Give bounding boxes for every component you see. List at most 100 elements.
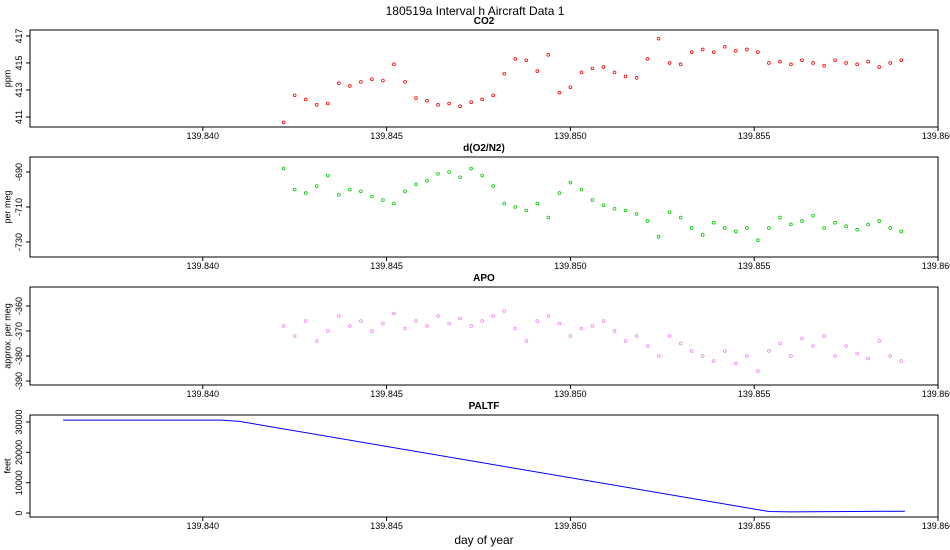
data-point	[579, 326, 584, 331]
x-tick-label: 139.860	[922, 261, 950, 271]
data-point	[281, 120, 286, 125]
panel-title: PALTF	[469, 401, 500, 412]
data-point	[535, 69, 540, 73]
y-axis-label: feet	[2, 458, 12, 474]
data-point	[568, 85, 573, 90]
data-point	[491, 314, 495, 318]
y-tick-label: 417	[14, 28, 24, 43]
y-tick-label: 0	[14, 511, 24, 516]
data-point	[546, 53, 551, 57]
y-tick-label: 411	[14, 110, 24, 124]
data-point	[325, 329, 330, 333]
data-point	[833, 58, 837, 63]
data-point	[855, 62, 859, 67]
data-point	[502, 201, 507, 206]
data-point	[314, 184, 319, 188]
x-tick-label: 139.850	[554, 131, 587, 141]
data-point	[535, 201, 540, 206]
plot-frame	[29, 156, 939, 258]
panel-title: d(O2/N2)	[463, 143, 505, 154]
data-point	[491, 184, 495, 188]
data-point	[756, 50, 760, 54]
data-point	[711, 50, 716, 54]
data-point	[348, 84, 352, 88]
y-axis-label: per meg	[2, 190, 12, 223]
data-point	[833, 354, 837, 358]
x-tick-label: 139.850	[554, 389, 587, 399]
data-point	[789, 222, 793, 227]
data-point	[292, 187, 297, 192]
data-point	[535, 319, 540, 323]
data-point	[756, 369, 760, 373]
x-tick-label: 139.850	[554, 521, 587, 531]
data-point	[778, 215, 782, 220]
data-point	[722, 226, 727, 230]
panel-title: APO	[473, 273, 495, 284]
data-point	[359, 80, 363, 84]
data-point	[325, 101, 330, 106]
data-point	[855, 227, 859, 232]
data-point	[667, 61, 672, 65]
data-point	[667, 334, 672, 338]
data-point	[348, 324, 352, 328]
plot-frame	[29, 414, 939, 518]
x-tick-label: 139.860	[922, 131, 950, 141]
data-point	[888, 61, 893, 65]
plot-frame	[29, 286, 939, 386]
data-point	[336, 192, 341, 197]
x-tick-label: 139.855	[738, 389, 771, 399]
data-point	[877, 339, 881, 343]
data-point	[778, 59, 782, 64]
y-tick-label: 10000	[14, 470, 24, 495]
data-point	[734, 229, 738, 234]
data-point	[678, 62, 683, 67]
data-point	[899, 229, 904, 234]
data-point	[469, 324, 473, 328]
data-point	[844, 224, 848, 229]
data-point	[314, 103, 319, 107]
panel-title: CO2	[474, 16, 495, 27]
data-point	[491, 93, 495, 98]
data-point	[303, 191, 308, 195]
data-point	[645, 219, 650, 223]
data-point	[689, 50, 694, 54]
data-point	[303, 97, 308, 102]
data-point	[667, 210, 672, 215]
data-point	[734, 49, 738, 53]
data-point	[767, 226, 771, 230]
data-point	[336, 314, 341, 318]
data-point	[623, 339, 628, 343]
data-point	[844, 344, 848, 348]
data-point	[568, 334, 573, 338]
data-point	[767, 61, 771, 65]
y-tick-label: -390	[14, 372, 24, 390]
data-point	[458, 104, 462, 108]
data-point	[877, 65, 881, 69]
data-point	[480, 319, 484, 323]
data-point	[722, 349, 727, 353]
data-point	[513, 326, 518, 331]
data-point	[458, 316, 462, 321]
data-point	[700, 47, 705, 52]
data-point	[866, 59, 870, 64]
y-tick-label: -730	[14, 233, 24, 251]
data-point	[656, 354, 661, 358]
data-point	[303, 319, 308, 323]
data-point	[480, 173, 484, 178]
data-point	[855, 351, 859, 356]
data-point	[756, 238, 760, 243]
data-point	[524, 339, 529, 343]
x-tick-label: 139.845	[370, 261, 403, 271]
data-point	[888, 354, 893, 358]
data-point	[711, 359, 716, 363]
data-point	[392, 201, 396, 206]
x-tick-label: 139.855	[738, 261, 771, 271]
data-point	[370, 329, 374, 333]
data-point	[392, 62, 396, 67]
data-point	[899, 58, 904, 63]
data-point	[800, 336, 804, 341]
y-tick-label: 413	[14, 82, 24, 97]
data-point	[436, 171, 440, 176]
